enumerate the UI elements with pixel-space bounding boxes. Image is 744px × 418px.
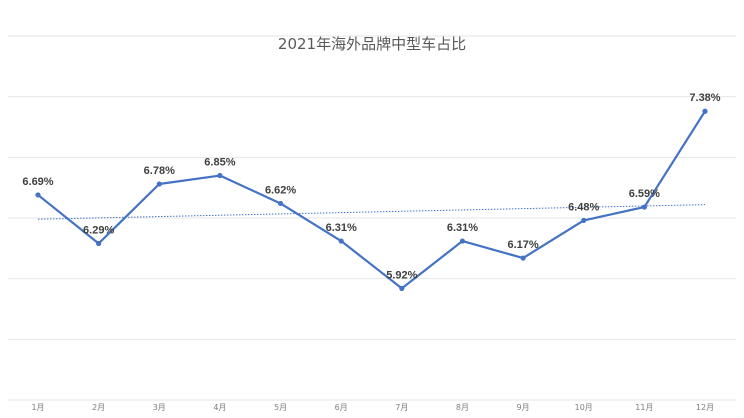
data-point[interactable] [399,285,405,291]
data-label: 6.31% [447,222,478,234]
data-label: 6.62% [265,184,296,196]
x-axis-label: 8月 [456,403,469,412]
data-label: 6.78% [144,165,175,177]
chart-title: 2021年海外品牌中型车占比 [277,35,467,53]
data-point[interactable] [459,238,466,244]
x-axis-label: 2月 [92,403,105,412]
x-axis-label: 3月 [153,403,166,412]
data-label: 6.85% [204,157,235,169]
data-point[interactable] [217,172,223,179]
data-label: 6.59% [629,188,660,200]
data-point[interactable] [96,240,102,247]
x-axis-label: 1月 [31,403,44,412]
data-point[interactable] [156,181,162,187]
x-axis-label: 4月 [213,403,226,412]
x-axis-label: 5月 [274,403,287,412]
data-label: 5.92% [386,269,417,281]
x-axis-label: 6月 [335,403,348,412]
x-axis-label: 9月 [517,403,530,412]
data-label: 6.69% [22,176,53,188]
data-point[interactable] [277,200,284,207]
x-axis-label: 11月 [635,403,653,412]
data-label: 7.38% [689,92,720,104]
series-line [37,110,706,290]
x-axis-label: 12月 [696,403,714,412]
data-point[interactable] [581,217,587,224]
data-point[interactable] [35,192,41,198]
x-axis-label: 10月 [575,403,593,412]
data-point[interactable] [641,204,647,210]
data-point[interactable] [338,238,344,244]
data-point[interactable] [702,108,708,114]
data-label: 6.17% [507,239,538,251]
data-label: 6.48% [568,201,599,213]
data-point[interactable] [520,255,526,261]
data-label: 6.31% [326,222,357,234]
x-axis-label: 7月 [395,403,408,412]
trendline [37,204,706,220]
data-label: 6.29% [83,224,114,236]
